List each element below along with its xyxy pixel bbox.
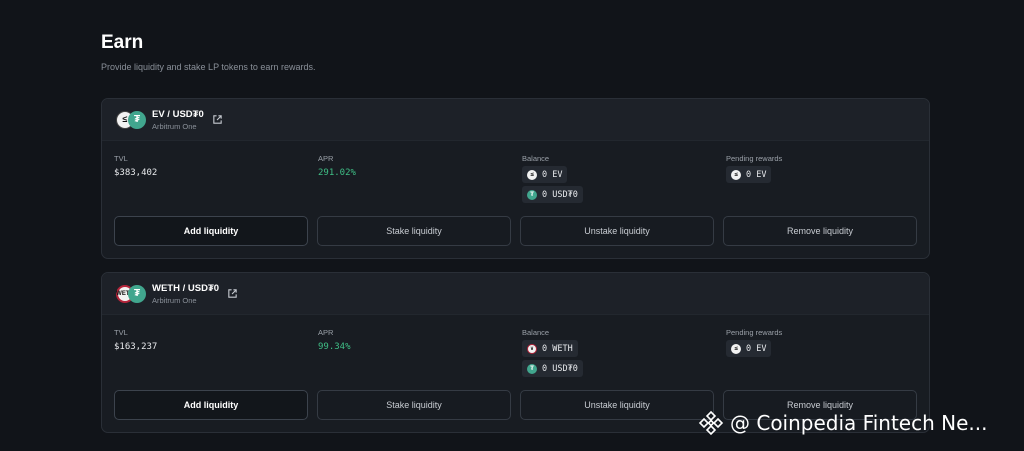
pending-chip: ≤0 EV [726,340,772,357]
weth-icon: W [527,343,537,354]
usdt-icon: ₮ [527,189,537,200]
balance-chip: ₮ 0 USD₮0 [522,186,583,203]
pool-header: ≤ ₮ EV / USD₮0 Arbitrum One [102,99,929,141]
apr-label: APR [318,154,334,163]
tvl-label: TVL [114,154,128,163]
balance-label: Balance [522,328,550,337]
usdt-icon: ₮ [128,110,146,129]
pending-rewards-stat: Pending rewards ≤0 EV [726,328,782,357]
balance-chip: W 0 WETH [522,340,578,357]
unstake-liquidity-button[interactable]: Unstake liquidity [520,390,714,420]
pool-header: WETH ₮ WETH / USD₮0 Arbitrum One [102,273,929,315]
pending-rewards-stat: Pending rewards ≤0 EV [726,154,782,183]
balance-amount: 0 USD₮0 [542,189,578,200]
apr-label: APR [318,328,334,337]
pool-network: Arbitrum One [152,295,197,305]
pair-icons: ≤ ₮ [116,110,148,129]
tvl-stat: TVL $383,402 [114,154,157,178]
balance-label: Balance [522,154,550,163]
stake-liquidity-button[interactable]: Stake liquidity [317,390,511,420]
apr-value: 99.34% [318,342,351,352]
watermark: @ Coinpedia Fintech Ne... [698,410,987,436]
pending-rewards-label: Pending rewards [726,328,783,337]
pool-actions: Add liquidity Stake liquidity Unstake li… [114,390,917,420]
unstake-liquidity-button[interactable]: Unstake liquidity [520,216,714,246]
pool-card-weth-usdt: WETH ₮ WETH / USD₮0 Arbitrum One TVL $16… [101,272,930,433]
ev-icon: ≤ [731,343,741,354]
pending-amount: 0 EV [746,343,767,354]
apr-stat: APR 99.34% [318,328,351,352]
balance-amount: 0 EV [542,169,563,180]
add-liquidity-button[interactable]: Add liquidity [114,216,308,246]
page-subtitle: Provide liquidity and stake LP tokens to… [101,62,316,72]
balance-chip: ₮ 0 USD₮0 [522,360,583,377]
ev-icon: ≤ [731,169,741,180]
tvl-value: $383,402 [114,168,158,178]
pending-rewards-label: Pending rewards [726,154,783,163]
pool-pair-name: WETH / USD₮0 [152,282,220,294]
pair-icons: WETH ₮ [116,284,148,303]
remove-liquidity-button[interactable]: Remove liquidity [723,216,917,246]
pool-stats: TVL $383,402 APR 291.02% Balance ≤0 EV ₮… [102,141,929,215]
ev-icon: ≤ [527,169,537,180]
tvl-value: $163,237 [114,342,158,352]
pool-pair-name: EV / USD₮0 [152,108,204,120]
balance-stat: Balance ≤0 EV ₮ 0 USD₮0 [522,154,583,203]
pool-stats: TVL $163,237 APR 99.34% Balance W 0 WETH … [102,315,929,389]
remove-liquidity-button[interactable]: Remove liquidity [723,390,917,420]
external-link-icon[interactable] [227,288,238,299]
pool-card-ev-usdt: ≤ ₮ EV / USD₮0 Arbitrum One TVL $383,402… [101,98,930,259]
tvl-stat: TVL $163,237 [114,328,157,352]
add-liquidity-button[interactable]: Add liquidity [114,390,308,420]
balance-amount: 0 WETH [542,343,573,354]
pool-network: Arbitrum One [152,121,197,131]
tvl-label: TVL [114,328,128,337]
pending-amount: 0 EV [746,169,767,180]
pending-chip: ≤0 EV [726,166,772,183]
usdt-icon: ₮ [527,363,537,374]
apr-value: 291.02% [318,168,356,178]
binance-logo-icon [698,410,724,436]
external-link-icon[interactable] [212,114,223,125]
balance-chip: ≤0 EV [522,166,568,183]
apr-stat: APR 291.02% [318,154,356,178]
page-title: Earn [101,32,144,53]
watermark-text: @ Coinpedia Fintech Ne... [730,411,988,435]
pool-actions: Add liquidity Stake liquidity Unstake li… [114,216,917,246]
stake-liquidity-button[interactable]: Stake liquidity [317,216,511,246]
usdt-icon: ₮ [128,284,146,303]
balance-amount: 0 USD₮0 [542,363,578,374]
balance-stat: Balance W 0 WETH ₮ 0 USD₮0 [522,328,583,377]
